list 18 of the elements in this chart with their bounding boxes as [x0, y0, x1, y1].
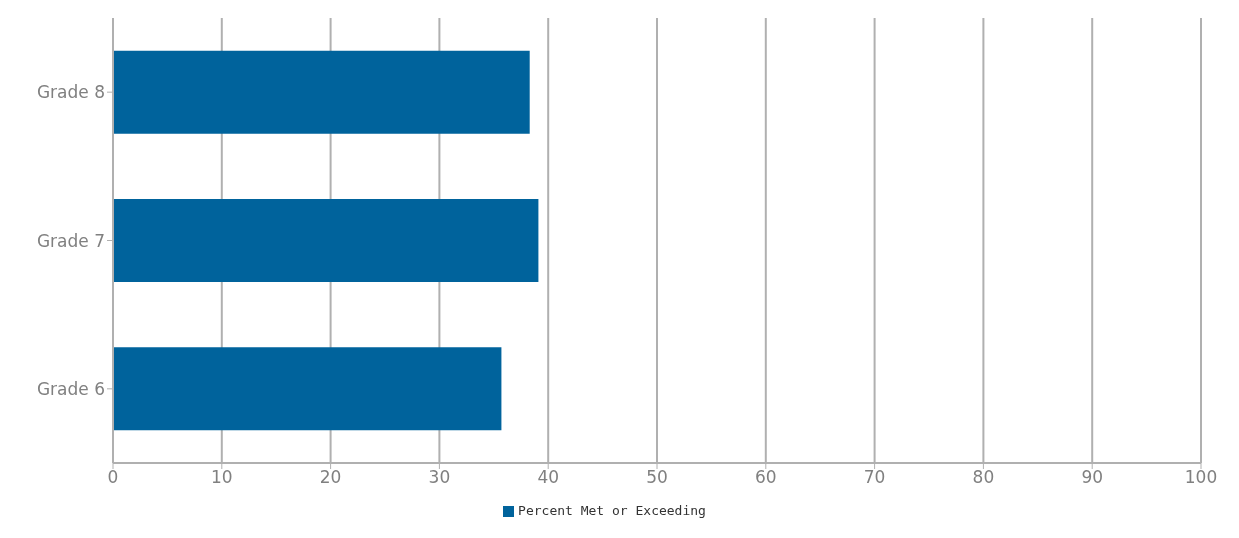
y-tick-label: Grade 7 — [36, 230, 105, 251]
x-tick-label: 70 — [863, 467, 886, 488]
y-tick-label: Grade 6 — [36, 378, 105, 399]
x-tick-label: 50 — [646, 467, 668, 488]
legend-label: Percent Met or Exceeding — [518, 503, 706, 518]
bar — [113, 50, 530, 134]
x-tick-label: 30 — [428, 467, 451, 488]
bar — [113, 347, 502, 431]
x-tick-label: 90 — [1081, 467, 1104, 488]
x-tick-label: 0 — [107, 467, 119, 488]
x-tick-label: 80 — [972, 467, 995, 488]
x-tick-label: 100 — [1184, 467, 1218, 488]
y-tick-label: Grade 8 — [36, 82, 105, 103]
x-tick-label: 60 — [754, 467, 777, 488]
bar — [113, 198, 539, 282]
x-tick-label: 20 — [319, 467, 342, 488]
x-tick-label: 10 — [210, 467, 233, 488]
x-tick-label: 40 — [537, 467, 560, 488]
